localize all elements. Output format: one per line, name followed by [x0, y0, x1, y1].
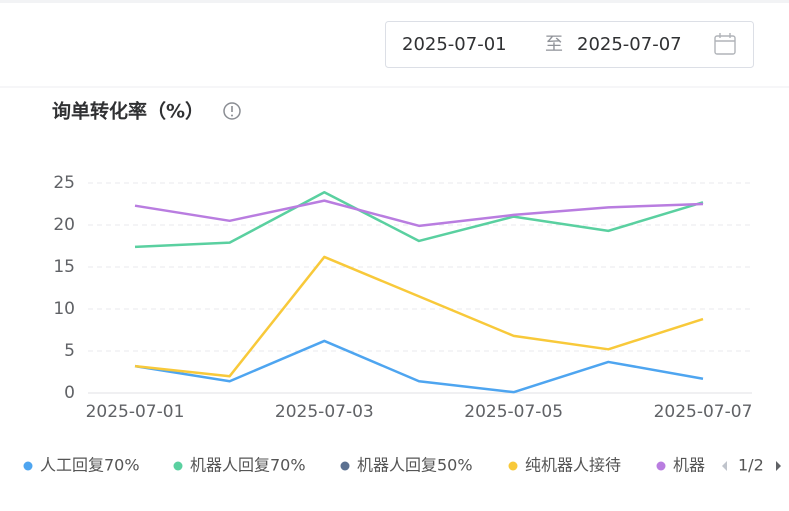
- legend-label: 机器人回复70%: [190, 456, 306, 475]
- x-tick-label: 2025-07-01: [86, 402, 185, 422]
- y-tick-label: 10: [53, 299, 75, 319]
- legend-label: 机器人回复50%: [357, 456, 473, 475]
- series-line: [134, 339, 704, 394]
- top-strip: [0, 0, 789, 3]
- start-date[interactable]: 2025-07-01: [402, 34, 507, 55]
- y-tick-label: 5: [64, 341, 75, 361]
- y-tick-label: 0: [64, 383, 75, 403]
- date-picker[interactable]: 2025-07-01 至 2025-07-07: [385, 21, 754, 68]
- pager-prev[interactable]: [722, 461, 727, 471]
- y-tick-label: 20: [53, 215, 75, 235]
- legend-item[interactable]: 机器人回复70%: [173, 456, 306, 475]
- range-separator: 至: [545, 34, 563, 55]
- chart-title: 询单转化率（%）: [52, 100, 204, 123]
- legend-pager[interactable]: 1/2: [722, 456, 781, 475]
- legend-label: 纯机器人接待: [525, 456, 621, 475]
- legend-dot: [23, 461, 33, 471]
- pager-next[interactable]: [776, 461, 781, 471]
- legend-dot: [508, 461, 518, 471]
- legend-dot: [173, 461, 183, 471]
- legend-item[interactable]: 机器人回复50%: [340, 456, 473, 475]
- legend-item[interactable]: 机器: [656, 456, 706, 475]
- series-line: [134, 255, 704, 378]
- calendar-icon[interactable]: [714, 33, 736, 55]
- x-tick-label: 2025-07-07: [654, 402, 753, 422]
- pager-text: 1/2: [738, 456, 764, 475]
- end-date[interactable]: 2025-07-07: [577, 34, 682, 55]
- legend-label: 人工回复70%: [40, 456, 140, 475]
- legend-dot: [340, 461, 350, 471]
- info-icon[interactable]: [223, 102, 241, 120]
- x-tick-label: 2025-07-03: [275, 402, 374, 422]
- series-line: [134, 190, 704, 249]
- y-tick-label: 25: [53, 173, 75, 193]
- legend-item[interactable]: 人工回复70%: [23, 456, 140, 475]
- legend-dot: [656, 461, 666, 471]
- legend-item[interactable]: 纯机器人接待: [508, 456, 622, 475]
- x-tick-label: 2025-07-05: [464, 402, 563, 422]
- date-box[interactable]: [385, 21, 754, 68]
- y-tick-label: 15: [53, 257, 75, 277]
- legend-label: 机器: [673, 456, 705, 475]
- series-line: [134, 199, 704, 228]
